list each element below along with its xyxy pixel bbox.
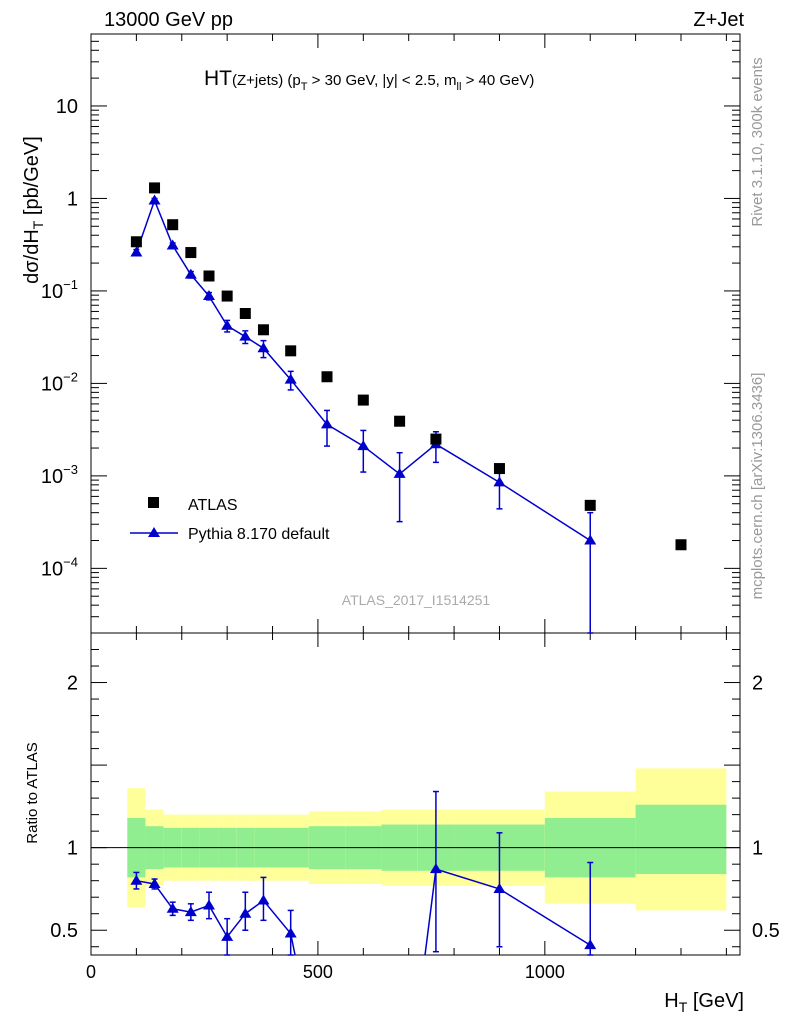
axis-ticks xyxy=(90,33,740,955)
atlas-point xyxy=(285,345,297,357)
pythia-ratio-point xyxy=(166,902,179,913)
legend-label-atlas: ATLAS xyxy=(188,497,238,514)
pythia-point xyxy=(130,246,143,257)
pythia-ratio-point xyxy=(203,899,215,910)
pythia-ratio-point xyxy=(239,907,252,918)
atlas-point xyxy=(167,219,179,231)
x-tick-label: 500 xyxy=(303,962,333,982)
pythia-point xyxy=(184,268,197,279)
pythia-ratio-point xyxy=(221,930,234,941)
pythia-point xyxy=(284,373,297,384)
pythia-point xyxy=(203,290,215,301)
pythia-ratio-point xyxy=(493,882,506,893)
atlas-data-series xyxy=(130,182,687,551)
y-tick-label: 10−4 xyxy=(41,554,78,580)
atlas-point xyxy=(584,499,596,511)
legend-marker-pythia xyxy=(148,527,160,537)
legend-label-pythia: Pythia 8.170 default xyxy=(188,526,330,543)
pythia-ratio-point xyxy=(284,927,297,938)
ratio-bands xyxy=(127,768,727,911)
atlas-point xyxy=(239,307,251,319)
y-tick-label: 10 xyxy=(56,96,78,118)
pythia-point xyxy=(239,330,252,341)
x-tick-label: 0 xyxy=(86,962,96,982)
pythia-line xyxy=(135,198,591,542)
pythia-point xyxy=(166,239,179,250)
pythia-point xyxy=(257,342,270,353)
ratio-y-tick-label: 1 xyxy=(67,838,78,860)
atlas-point xyxy=(430,433,442,445)
y-tick-label: 10−2 xyxy=(41,369,78,395)
pythia-ratio-point xyxy=(257,894,270,905)
y-tick-label: 1 xyxy=(67,188,78,210)
pythia-point xyxy=(584,534,597,545)
ratio-y-tick-label-right: 2 xyxy=(752,673,763,695)
atlas-point xyxy=(257,324,269,336)
pythia-ratio-point xyxy=(184,906,197,917)
rivet-version-label: Rivet 3.1.10, 300k events xyxy=(749,57,766,226)
collision-label: 13000 GeV pp xyxy=(104,9,233,31)
process-label: Z+Jet xyxy=(693,9,744,31)
ratio-y-tick-label-right: 0.5 xyxy=(752,920,780,942)
x-tick-label: 1000 xyxy=(525,962,565,982)
inner-uncertainty-band xyxy=(635,804,727,875)
pythia-point xyxy=(321,418,333,429)
pythia-point xyxy=(221,319,234,330)
atlas-point xyxy=(493,463,505,475)
pythia-ratio-line xyxy=(136,879,296,956)
pythia-point xyxy=(148,194,161,205)
ratio-y-tick-label: 2 xyxy=(67,673,78,695)
atlas-point xyxy=(130,236,142,248)
pythia-ratio-point xyxy=(584,939,597,950)
legend-marker-atlas xyxy=(148,497,159,508)
pythia-ratio-line xyxy=(424,868,591,956)
pythia-ratio-point xyxy=(429,863,442,874)
x-axis-label: HT [GeV] xyxy=(664,990,744,1015)
y-tick-label: 10−3 xyxy=(41,462,78,488)
pythia-ratio-point xyxy=(148,877,161,888)
atlas-point xyxy=(321,371,333,383)
mcplots-reference-label: mcplots.cern.ch [arXiv:1306.3436] xyxy=(749,373,766,600)
pythia-point xyxy=(493,476,506,487)
atlas-point xyxy=(394,415,406,427)
pythia-point xyxy=(357,440,370,451)
ratio-y-tick-label-right: 1 xyxy=(752,838,763,860)
analysis-watermark: ATLAS_2017_I1514251 xyxy=(342,592,491,608)
atlas-point xyxy=(203,270,215,282)
pythia-ratio-point xyxy=(130,874,143,885)
atlas-point xyxy=(185,247,197,259)
y-tick-label: 10−1 xyxy=(41,277,78,303)
atlas-point xyxy=(357,394,369,406)
atlas-point xyxy=(149,182,161,194)
pythia-main-series xyxy=(130,194,597,634)
y-axis-label-main: dσ/dHT [pb/GeV] xyxy=(21,136,46,284)
pythia-point xyxy=(393,467,406,478)
y-axis-label-ratio: Ratio to ATLAS xyxy=(24,742,41,843)
main-panel-frame xyxy=(90,33,741,634)
atlas-point xyxy=(675,539,687,551)
atlas-point xyxy=(221,290,233,302)
ratio-y-tick-label: 0.5 xyxy=(50,920,78,942)
histogram-title: HT(Z+jets) (pT > 30 GeV, |y| < 2.5, mll … xyxy=(204,67,534,93)
tick-labels: 0 500 1000 10 1 10−1 10−2 10−3 10−4 0.5 0.5 1 1 2 2 xyxy=(41,96,780,982)
legend: ATLAS Pythia 8.170 default xyxy=(130,497,330,543)
ratio-panel-frame xyxy=(90,632,741,956)
pythia-ratio-series xyxy=(130,790,597,956)
